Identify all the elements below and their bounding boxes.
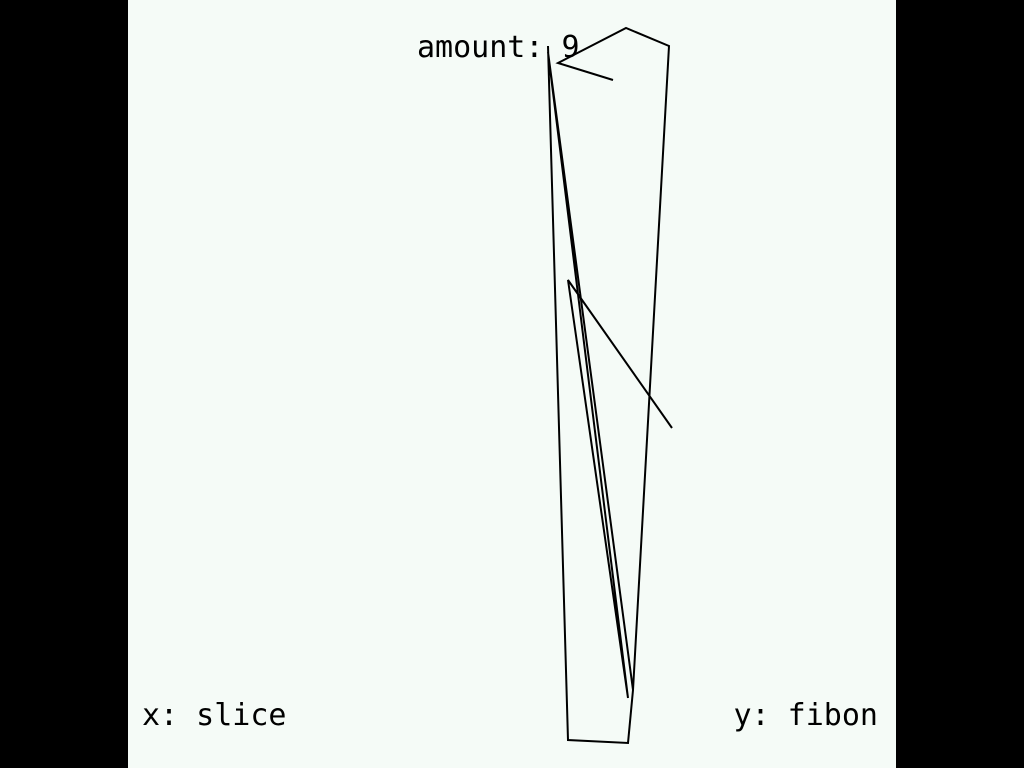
line-drawing xyxy=(547,26,673,745)
x-axis-label: x: slice xyxy=(142,698,287,733)
amount-label: amount: 9 xyxy=(417,30,580,65)
drawing-canvas: amount: 9 x: slice y: fibon xyxy=(128,0,896,768)
y-axis-label: y: fibon xyxy=(733,698,879,733)
drawn-path-outline xyxy=(555,26,671,691)
drawn-path xyxy=(547,45,673,745)
